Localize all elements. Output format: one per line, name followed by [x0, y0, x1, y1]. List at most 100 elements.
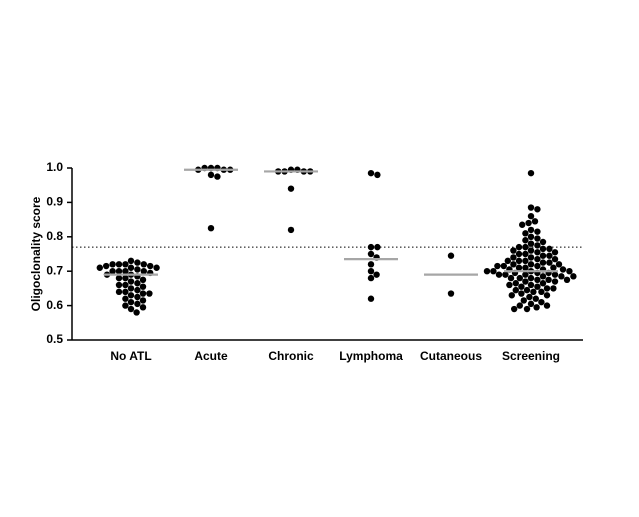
data-point — [570, 273, 577, 280]
data-point — [127, 278, 135, 285]
data-point — [511, 305, 518, 313]
data-point — [522, 264, 529, 271]
y-tick-label: 0.7 — [46, 263, 63, 277]
data-point — [518, 290, 525, 297]
x-tick-label: Acute — [194, 349, 228, 363]
data-point — [512, 286, 519, 294]
data-point — [522, 271, 529, 278]
data-point — [538, 288, 545, 296]
data-point — [539, 259, 547, 266]
data-point — [543, 285, 551, 292]
data-point — [534, 206, 541, 213]
data-point — [515, 264, 523, 271]
data-point — [539, 245, 547, 253]
data-point — [527, 261, 535, 268]
data-point — [527, 300, 535, 308]
data-point — [522, 243, 529, 251]
data-point — [518, 283, 525, 290]
data-point — [115, 288, 123, 296]
data-point — [551, 271, 559, 278]
data-point — [500, 262, 507, 270]
data-point — [287, 226, 295, 234]
data-point — [140, 268, 147, 275]
data-point — [522, 278, 529, 285]
data-point — [109, 261, 116, 268]
data-point — [134, 280, 141, 287]
data-point — [525, 219, 532, 227]
data-point — [447, 290, 455, 297]
data-point — [490, 268, 497, 275]
x-tick-label: Cutaneous — [420, 349, 482, 363]
data-point — [539, 238, 547, 246]
data-point — [559, 266, 567, 273]
data-point — [122, 288, 129, 296]
data-point — [140, 261, 147, 268]
data-point — [507, 274, 515, 282]
data-point — [207, 225, 215, 232]
data-point — [551, 249, 559, 256]
data-point — [550, 264, 557, 271]
data-point — [543, 302, 551, 309]
data-point — [522, 250, 529, 258]
data-point — [534, 249, 541, 256]
data-point — [550, 285, 557, 292]
data-point — [139, 290, 147, 297]
data-point — [527, 204, 535, 211]
y-tick-label: 0.8 — [46, 229, 63, 243]
data-point — [527, 247, 535, 254]
data-point — [520, 297, 527, 304]
data-point — [551, 278, 559, 285]
data-point — [139, 297, 147, 304]
data-point — [558, 273, 565, 280]
data-point — [122, 268, 129, 275]
data-point — [527, 169, 535, 177]
data-point — [523, 305, 531, 313]
data-point — [115, 261, 123, 268]
data-point — [287, 185, 295, 192]
data-point — [538, 298, 545, 306]
data-point — [543, 292, 551, 299]
data-point — [115, 268, 123, 275]
data-point — [539, 280, 547, 287]
y-tick-label: 1.0 — [46, 160, 63, 174]
data-point — [96, 264, 104, 271]
data-point — [367, 243, 375, 251]
data-point — [551, 255, 559, 263]
data-point — [367, 261, 375, 268]
data-point — [546, 245, 553, 253]
x-tick-label: No ATL — [110, 349, 151, 363]
data-point — [555, 261, 563, 268]
data-point — [523, 286, 531, 294]
x-tick-label: Chronic — [268, 349, 314, 363]
data-point — [510, 254, 517, 261]
data-point — [546, 252, 553, 259]
data-point — [534, 276, 541, 283]
data-point — [527, 212, 535, 220]
data-point — [367, 169, 375, 177]
data-point — [447, 252, 455, 259]
y-tick-label: 0.9 — [46, 195, 63, 209]
data-point — [127, 305, 135, 313]
data-point — [103, 262, 110, 270]
y-tick-label: 0.6 — [46, 298, 63, 312]
data-point — [134, 300, 141, 308]
data-point — [526, 293, 533, 301]
data-point — [214, 173, 221, 180]
data-point — [527, 254, 535, 261]
data-point — [373, 271, 380, 278]
data-point — [367, 274, 375, 282]
data-point — [534, 283, 541, 290]
data-point — [115, 274, 123, 282]
data-point — [127, 298, 135, 306]
data-point — [533, 304, 540, 311]
data-point — [519, 221, 526, 228]
x-tick-label: Lymphoma — [339, 349, 403, 363]
data-point — [122, 261, 129, 268]
data-point — [506, 281, 513, 289]
data-point — [494, 262, 501, 270]
data-point — [516, 302, 523, 309]
data-point — [495, 271, 503, 278]
data-point — [527, 233, 535, 240]
data-point — [109, 268, 116, 275]
data-point — [534, 235, 541, 242]
